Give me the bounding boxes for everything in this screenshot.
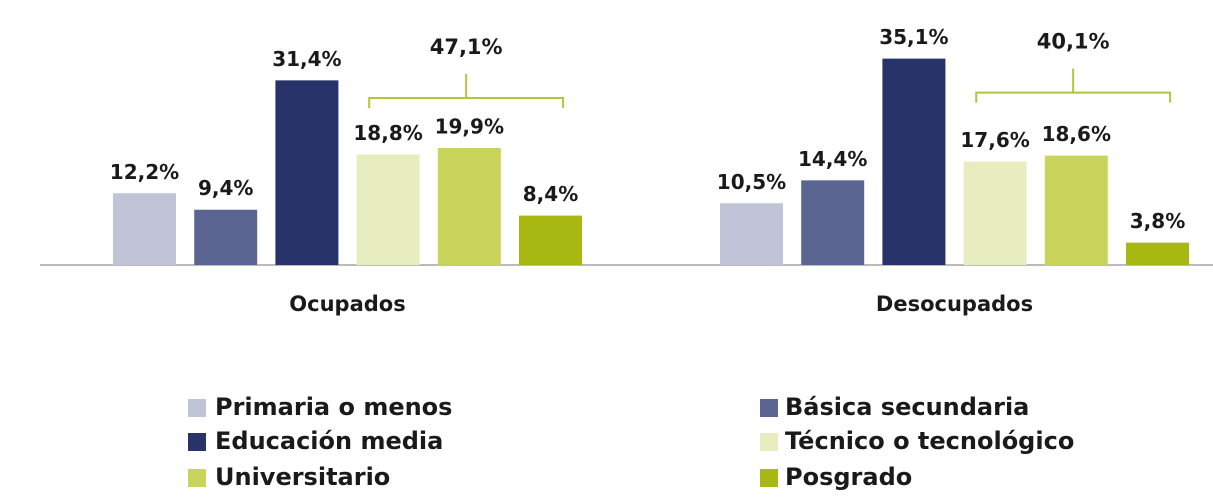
- legend-swatch: [188, 433, 206, 451]
- bar: [963, 161, 1027, 265]
- legend-swatch: [188, 469, 206, 487]
- legend-label: Educación media: [215, 427, 443, 455]
- legend-label: Posgrado: [785, 463, 912, 491]
- value-label: 18,8%: [353, 121, 422, 145]
- value-label: 18,6%: [1042, 122, 1111, 146]
- value-label: 31,4%: [272, 47, 341, 71]
- bar: [882, 58, 946, 265]
- value-label: 12,2%: [110, 160, 179, 184]
- bar: [1044, 155, 1108, 265]
- category-label: Desocupados: [876, 292, 1033, 316]
- legend-label: Técnico o tecnológico: [785, 427, 1074, 455]
- bar: [194, 209, 258, 265]
- bar: [275, 80, 339, 265]
- bar: [356, 154, 420, 265]
- annotation: 47,1%: [430, 35, 503, 59]
- value-label: 3,8%: [1130, 209, 1185, 233]
- legend-swatch: [760, 399, 778, 417]
- value-label: 14,4%: [798, 147, 867, 171]
- legend-label: Básica secundaria: [785, 393, 1029, 421]
- annotation: 40,1%: [1037, 30, 1110, 54]
- legend-label: Primaria o menos: [215, 393, 452, 421]
- legend-swatch: [760, 469, 778, 487]
- legend-swatch: [188, 399, 206, 417]
- bar: [1126, 242, 1189, 265]
- legend-swatch: [760, 433, 778, 451]
- value-label: 10,5%: [717, 170, 786, 194]
- value-label: 35,1%: [879, 25, 948, 49]
- bar: [113, 193, 176, 265]
- value-label: 19,9%: [435, 114, 504, 138]
- bar: [437, 147, 501, 265]
- bar: [519, 215, 582, 265]
- bracket: [975, 68, 1172, 103]
- bar: [801, 180, 865, 265]
- bracket: [368, 73, 565, 108]
- legend-label: Universitario: [215, 463, 390, 491]
- bar: [720, 203, 783, 265]
- value-label: 8,4%: [523, 182, 578, 206]
- value-label: 9,4%: [198, 176, 253, 200]
- value-label: 17,6%: [960, 128, 1029, 152]
- category-label: Ocupados: [289, 292, 405, 316]
